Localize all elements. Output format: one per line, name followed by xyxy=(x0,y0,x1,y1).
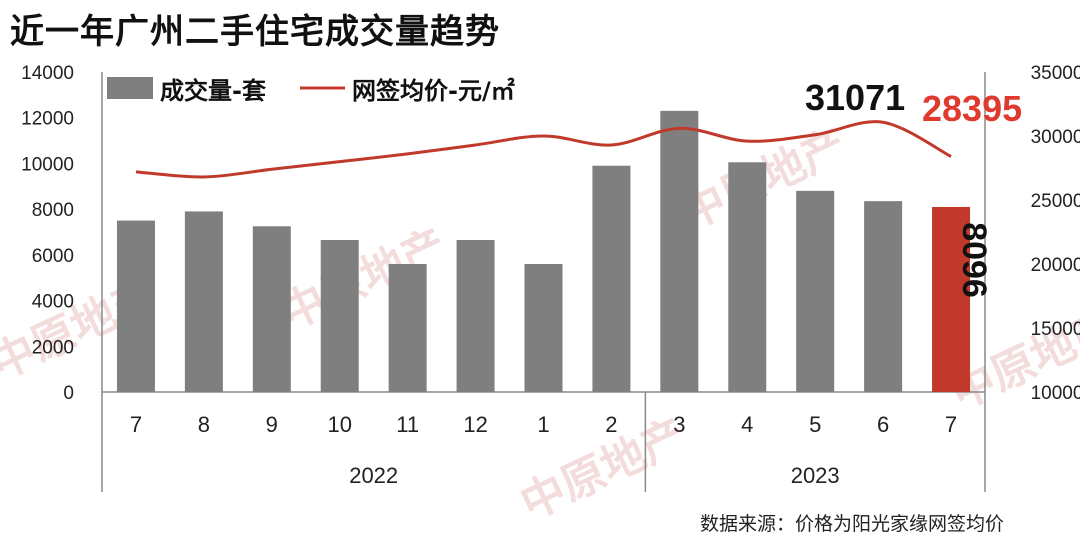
legend-bar-label: 成交量-套 xyxy=(160,77,267,105)
chart-title: 近一年广州二手住宅成交量趋势 xyxy=(10,12,500,52)
x-tick-label: 4 xyxy=(741,412,753,437)
y-right-tick-label: 15000 xyxy=(1031,319,1080,340)
y-left-tick-label: 0 xyxy=(63,383,74,404)
year-label: 2022 xyxy=(349,463,398,488)
x-tick-label: 5 xyxy=(809,412,821,437)
x-tick-label: 9 xyxy=(266,412,278,437)
line-series xyxy=(135,120,952,179)
x-tick-label: 12 xyxy=(463,412,487,437)
x-tick-label: 2 xyxy=(605,412,617,437)
bar xyxy=(932,206,971,392)
bar xyxy=(184,211,223,392)
y-left-tick-label: 6000 xyxy=(32,246,74,267)
callouts: 31071 28395 8096 xyxy=(805,77,1022,298)
bar xyxy=(320,240,359,392)
bar xyxy=(388,264,427,392)
y-left-tick-label: 8000 xyxy=(32,200,74,221)
x-tick-label: 7 xyxy=(945,412,957,437)
y-left-tick-label: 12000 xyxy=(21,109,74,130)
y-left-tick-label: 10000 xyxy=(21,154,74,175)
price-line xyxy=(135,120,952,179)
x-tick-label: 3 xyxy=(673,412,685,437)
y-left-tick-label: 2000 xyxy=(32,337,74,358)
x-tick-label: 10 xyxy=(327,412,351,437)
legend: 成交量-套 网签均价-元/㎡ xyxy=(107,77,515,105)
x-tick-label: 6 xyxy=(877,412,889,437)
bar xyxy=(728,162,767,392)
y-right-tick-label: 35000 xyxy=(1031,63,1080,84)
y-right-tick-label: 25000 xyxy=(1031,191,1080,212)
y-left-tick-label: 4000 xyxy=(32,292,74,313)
y-right-tick-label: 10000 xyxy=(1031,383,1080,404)
y-right-tick-label: 30000 xyxy=(1031,127,1080,148)
legend-bar-swatch xyxy=(107,77,153,99)
bar-series xyxy=(116,110,971,392)
bar xyxy=(252,226,291,392)
peak-price-callout: 31071 xyxy=(805,77,905,118)
y-right-tick-label: 20000 xyxy=(1031,255,1080,276)
x-tick-label: 1 xyxy=(537,412,549,437)
x-tick-label: 11 xyxy=(396,412,419,437)
bar xyxy=(864,201,903,392)
y-left-tick-label: 14000 xyxy=(21,63,74,84)
watermark-text: 中原地产 xyxy=(273,219,454,340)
bar xyxy=(796,190,835,392)
x-tick-label: 8 xyxy=(198,412,210,437)
x-tick-label: 7 xyxy=(130,412,142,437)
last-volume-callout: 8096 xyxy=(955,222,993,298)
bar xyxy=(456,240,495,392)
bar xyxy=(592,165,631,392)
year-label: 2023 xyxy=(791,463,840,488)
legend-line-label: 网签均价-元/㎡ xyxy=(352,77,515,105)
bar xyxy=(116,220,155,392)
bar xyxy=(660,110,699,392)
last-price-callout: 28395 xyxy=(922,88,1022,129)
source-note: 数据来源：价格为阳光家缘网签均价 xyxy=(699,513,1004,535)
bar xyxy=(524,264,563,392)
tick-labels: 0 2000 4000 6000 8000 10000 12000 14000 10000 150… xyxy=(21,63,1080,488)
